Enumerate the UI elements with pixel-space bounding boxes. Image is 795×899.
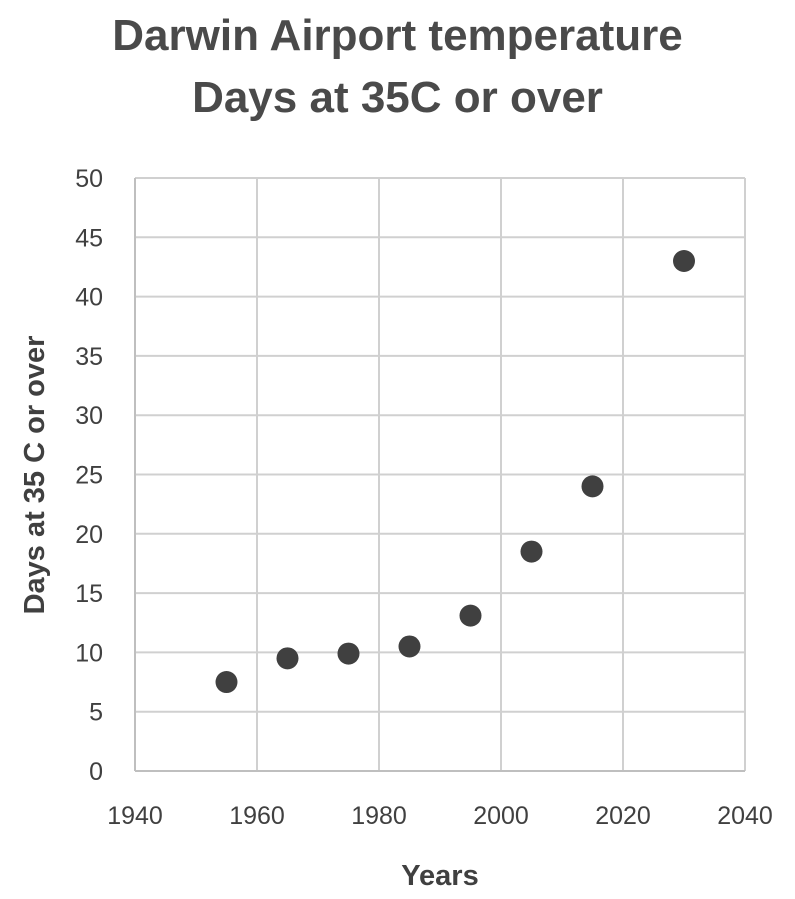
x-tick-label: 2000 [473, 802, 529, 830]
data-points [215, 250, 695, 694]
data-point [276, 647, 299, 670]
y-tick-label: 15 [75, 580, 103, 608]
y-axis-label: Days at 35 C or over [19, 336, 51, 615]
axes [134, 178, 745, 772]
data-point [673, 250, 695, 273]
data-point [398, 635, 421, 658]
y-tick-label: 25 [75, 462, 103, 490]
data-point [459, 604, 482, 627]
y-tick-label: 45 [75, 224, 103, 252]
x-axis-label: Years [401, 860, 478, 892]
data-point [581, 475, 604, 498]
y-tick-label: 5 [89, 699, 103, 727]
gridlines [135, 177, 746, 771]
x-tick-label: 2020 [595, 802, 651, 830]
data-point [337, 642, 360, 665]
y-tick-label: 35 [75, 343, 103, 371]
y-tick-label: 0 [89, 758, 103, 786]
y-tick-label: 40 [75, 284, 103, 312]
y-tick-label: 50 [75, 165, 103, 193]
tick-labels: 0 5 10 15 20 25 30 35 40 45 50 1940 1960 1980 2000 2020… [75, 165, 773, 830]
chart-subtitle: Days at 35C or over [192, 73, 603, 122]
y-tick-label: 30 [75, 402, 103, 430]
y-tick-label: 10 [75, 639, 103, 667]
x-tick-label: 1960 [229, 802, 285, 830]
chart-title: Darwin Airport temperature [112, 11, 683, 60]
data-point [215, 671, 238, 694]
x-tick-label: 2040 [717, 802, 773, 830]
x-tick-label: 1980 [351, 802, 407, 830]
x-tick-label: 1940 [107, 802, 163, 830]
y-tick-label: 20 [75, 521, 103, 549]
data-point [520, 540, 543, 563]
